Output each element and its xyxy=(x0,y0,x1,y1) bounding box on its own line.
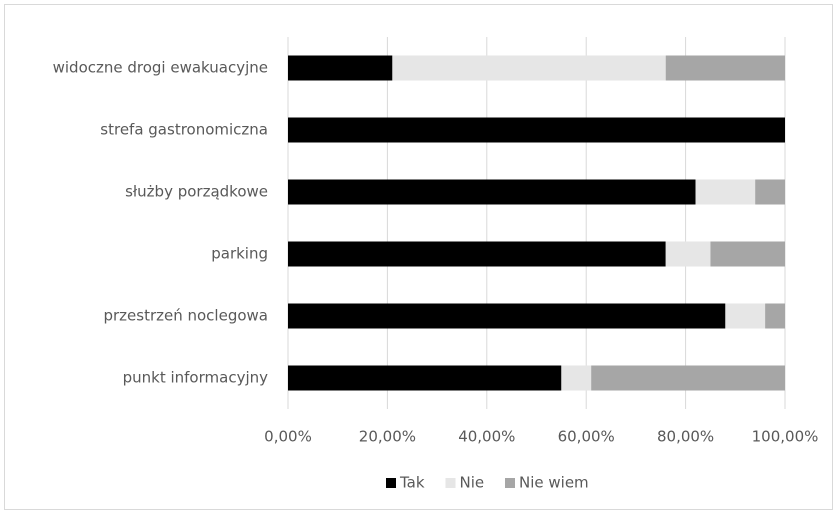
bar-segment xyxy=(288,241,666,267)
bar-segment xyxy=(710,241,785,267)
legend-label: Nie xyxy=(460,474,485,492)
y-tick-label: strefa gastronomiczna xyxy=(100,121,268,139)
bar-segment xyxy=(288,303,726,329)
legend-label: Nie wiem xyxy=(519,474,589,492)
x-tick-label: 100,00% xyxy=(752,428,819,446)
y-tick-label: służby porządkowe xyxy=(125,183,268,201)
bar-segment xyxy=(591,365,785,391)
x-tick-label: 0,00% xyxy=(264,428,312,446)
bar-segment xyxy=(665,241,711,267)
x-tick-label: 40,00% xyxy=(458,428,515,446)
bar-segment xyxy=(695,179,756,205)
bar-segment xyxy=(288,117,785,143)
bar-segment xyxy=(288,365,562,391)
bar-segment xyxy=(392,55,666,81)
x-tick-label: 60,00% xyxy=(558,428,615,446)
bar-segment xyxy=(765,303,785,329)
bar-segment xyxy=(561,365,592,391)
bar-segment xyxy=(725,303,766,329)
bar-segment xyxy=(755,179,785,205)
y-tick-label: widoczne drogi ewakuacyjne xyxy=(53,59,268,77)
y-tick-label: parking xyxy=(211,245,268,263)
y-tick-label: punkt informacyjny xyxy=(123,369,269,387)
legend-label: Tak xyxy=(399,474,425,492)
bar-segment xyxy=(288,179,696,205)
legend-swatch xyxy=(505,478,515,488)
x-tick-label: 80,00% xyxy=(657,428,714,446)
legend-swatch xyxy=(386,478,396,488)
legend-swatch xyxy=(445,478,456,488)
y-tick-label: przestrzeń noclegowa xyxy=(103,307,268,325)
x-tick-label: 20,00% xyxy=(359,428,416,446)
bar-segment xyxy=(288,55,393,81)
bar-segment xyxy=(665,55,785,81)
